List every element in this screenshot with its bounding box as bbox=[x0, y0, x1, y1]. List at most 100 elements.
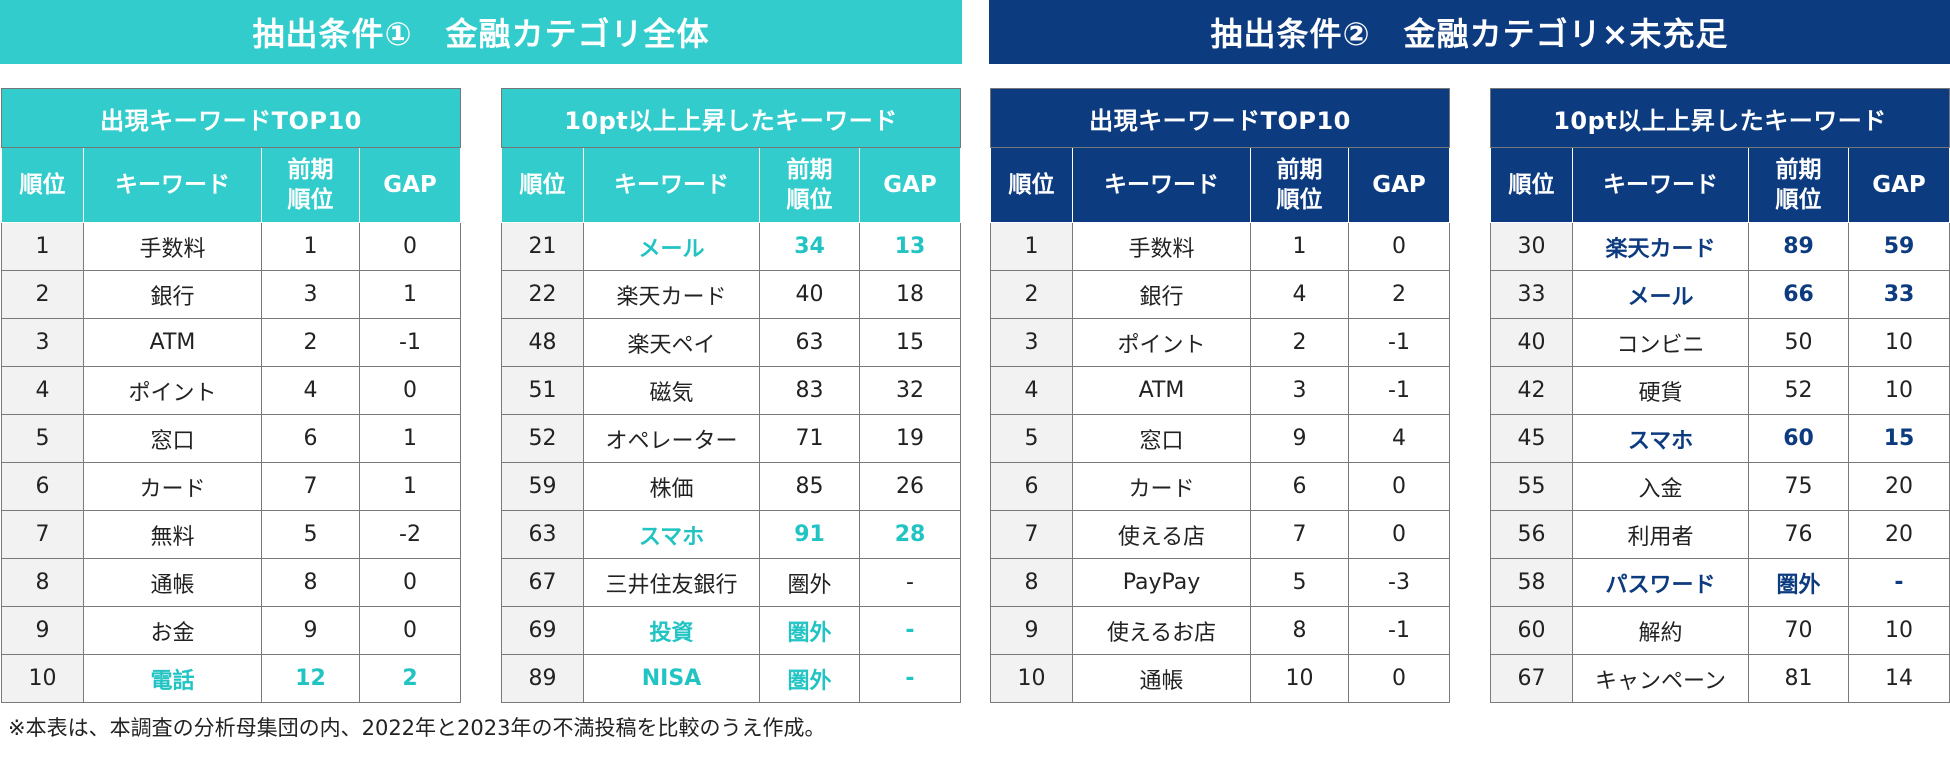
gap-header: GAP bbox=[1347, 147, 1451, 223]
prev-rank-cell: 圏外 bbox=[759, 558, 860, 607]
gap-cell: 14 bbox=[1848, 654, 1950, 703]
rank-cell: 59 bbox=[501, 462, 584, 511]
gap-cell: 0 bbox=[1347, 462, 1451, 511]
keyword-cell: ポイント bbox=[83, 366, 262, 415]
gap-cell: -1 bbox=[358, 318, 462, 367]
rank-cell: 60 bbox=[1490, 606, 1573, 655]
table-condition1-rising: 10pt以上上昇したキーワード 順位 キーワード 前期 順位 GAP 21 メール 3… bbox=[501, 88, 961, 703]
rank-cell: 33 bbox=[1490, 270, 1573, 319]
gap-cell: 28 bbox=[859, 510, 961, 559]
gap-cell: 1 bbox=[358, 270, 462, 319]
keyword-cell: 利用者 bbox=[1572, 510, 1749, 559]
keyword-cell: 磁気 bbox=[583, 366, 760, 415]
prev-rank-cell: 6 bbox=[261, 414, 360, 463]
table-condition2-rising: 10pt以上上昇したキーワード 順位 キーワード 前期 順位 GAP 30 楽天カー… bbox=[1490, 88, 1950, 703]
rank-cell: 55 bbox=[1490, 462, 1573, 511]
prev-rank-cell: 9 bbox=[1250, 414, 1349, 463]
prev-rank-cell: 85 bbox=[759, 462, 860, 511]
footnote: ※本表は、本調査の分析母集団の内、2022年と2023年の不満投稿を比較のうえ作… bbox=[8, 716, 826, 740]
rank-cell: 8 bbox=[990, 558, 1073, 607]
table-row: 51 磁気 83 32 bbox=[501, 366, 961, 415]
table-condition1-top10: 出現キーワードTOP10 順位 キーワード 前期 順位 GAP 1 手数料 1 0 2 銀行… bbox=[0, 88, 462, 703]
prev-rank-cell: 9 bbox=[261, 606, 360, 655]
keyword-cell: 無料 bbox=[83, 510, 262, 559]
prev-rank-cell: 12 bbox=[261, 654, 360, 703]
table-row: 7 使える店 7 0 bbox=[990, 510, 1451, 559]
prev-rank-cell: 2 bbox=[261, 318, 360, 367]
prev-rank-cell: 5 bbox=[261, 510, 360, 559]
keyword-cell: カード bbox=[1072, 462, 1251, 511]
keyword-cell: スマホ bbox=[1572, 414, 1749, 463]
prev-rank-cell: 10 bbox=[1250, 654, 1349, 703]
rank-cell: 30 bbox=[1490, 222, 1573, 271]
prev-rank-cell: 71 bbox=[759, 414, 860, 463]
prev-rank-cell: 2 bbox=[1250, 318, 1349, 367]
keyword-cell: 通帳 bbox=[1072, 654, 1251, 703]
table-row: 55 入金 75 20 bbox=[1490, 462, 1950, 511]
gap-cell: 13 bbox=[859, 222, 961, 271]
table-row: 9 使えるお店 8 -1 bbox=[990, 606, 1451, 655]
prev-rank-cell: 4 bbox=[261, 366, 360, 415]
table-row: 8 通帳 8 0 bbox=[1, 558, 462, 607]
rank-cell: 48 bbox=[501, 318, 584, 367]
gap-cell: 0 bbox=[358, 606, 462, 655]
gap-cell: 0 bbox=[358, 222, 462, 271]
prev-rank-cell: 50 bbox=[1748, 318, 1849, 367]
gap-cell: - bbox=[1848, 558, 1950, 607]
rank-cell: 10 bbox=[1, 654, 84, 703]
rank-cell: 52 bbox=[501, 414, 584, 463]
keyword-cell: 電話 bbox=[83, 654, 262, 703]
keyword-cell: パスワード bbox=[1572, 558, 1749, 607]
prev-rank-cell: 6 bbox=[1250, 462, 1349, 511]
keyword-cell: 通帳 bbox=[83, 558, 262, 607]
prev-rank-header: 前期 順位 bbox=[759, 147, 860, 223]
keyword-cell: 楽天カード bbox=[583, 270, 760, 319]
prev-rank-cell: 7 bbox=[261, 462, 360, 511]
rank-cell: 4 bbox=[1, 366, 84, 415]
table-row: 6 カード 7 1 bbox=[1, 462, 462, 511]
gap-cell: 18 bbox=[859, 270, 961, 319]
rank-cell: 69 bbox=[501, 606, 584, 655]
gap-cell: 20 bbox=[1848, 462, 1950, 511]
table-row: 10 通帳 10 0 bbox=[990, 654, 1451, 703]
table-row: 33 メール 66 33 bbox=[1490, 270, 1950, 319]
table-row: 22 楽天カード 40 18 bbox=[501, 270, 961, 319]
keyword-cell: NISA bbox=[583, 654, 760, 703]
table-row: 52 オペレーター 71 19 bbox=[501, 414, 961, 463]
keyword-cell: 株価 bbox=[583, 462, 760, 511]
gap-cell: 4 bbox=[1347, 414, 1451, 463]
rank-cell: 45 bbox=[1490, 414, 1573, 463]
gap-cell: 0 bbox=[1347, 510, 1451, 559]
rank-cell: 67 bbox=[1490, 654, 1573, 703]
rank-cell: 6 bbox=[990, 462, 1073, 511]
rank-cell: 5 bbox=[1, 414, 84, 463]
gap-cell: 59 bbox=[1848, 222, 1950, 271]
rank-cell: 8 bbox=[1, 558, 84, 607]
rank-header: 順位 bbox=[990, 147, 1073, 223]
rank-cell: 42 bbox=[1490, 366, 1573, 415]
keyword-cell: 銀行 bbox=[83, 270, 262, 319]
rank-cell: 9 bbox=[1, 606, 84, 655]
table-row: 10 電話 12 2 bbox=[1, 654, 462, 703]
rank-cell: 40 bbox=[1490, 318, 1573, 367]
gap-cell: -1 bbox=[1347, 318, 1451, 367]
keyword-cell: 楽天ペイ bbox=[583, 318, 760, 367]
prev-rank-cell: 52 bbox=[1748, 366, 1849, 415]
gap-cell: -3 bbox=[1347, 558, 1451, 607]
table-row: 69 投資 圏外 - bbox=[501, 606, 961, 655]
table-title: 出現キーワードTOP10 bbox=[0, 88, 462, 148]
gap-cell: -2 bbox=[358, 510, 462, 559]
gap-cell: 19 bbox=[859, 414, 961, 463]
keyword-cell: PayPay bbox=[1072, 558, 1251, 607]
rank-cell: 2 bbox=[1, 270, 84, 319]
prev-rank-cell: 圏外 bbox=[1748, 558, 1849, 607]
gap-cell: 15 bbox=[859, 318, 961, 367]
keyword-cell: 硬貨 bbox=[1572, 366, 1749, 415]
table-row: 60 解約 70 10 bbox=[1490, 606, 1950, 655]
prev-rank-cell: 4 bbox=[1250, 270, 1349, 319]
gap-cell: 33 bbox=[1848, 270, 1950, 319]
rank-cell: 2 bbox=[990, 270, 1073, 319]
table-row: 59 株価 85 26 bbox=[501, 462, 961, 511]
rank-cell: 63 bbox=[501, 510, 584, 559]
table-row: 48 楽天ペイ 63 15 bbox=[501, 318, 961, 367]
